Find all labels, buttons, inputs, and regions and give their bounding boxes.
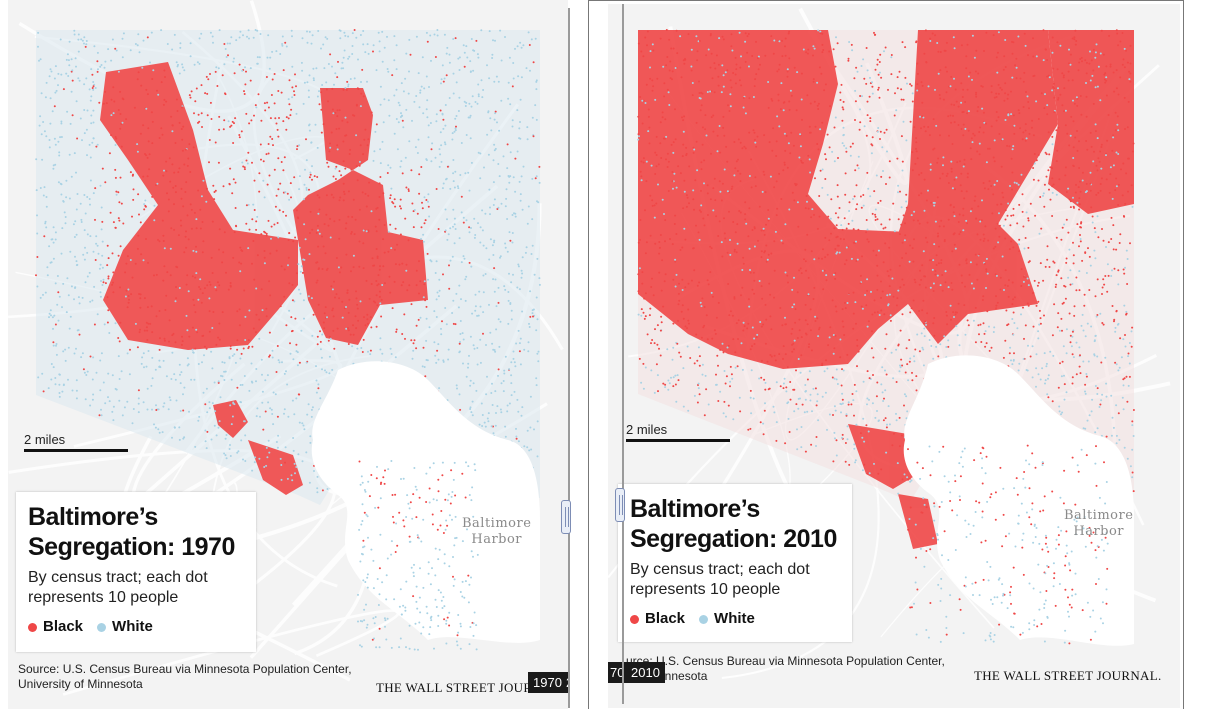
harbor-label: Baltimore Harbor [1064,508,1134,539]
map-subtitle: By census tract; each dot represents 10 … [630,561,810,598]
frame-border [588,0,589,709]
legend-box: Baltimore’s Segregation: 1970 By census … [16,492,256,652]
publisher-credit: THE WALL STREET JOURNAL. [974,668,1162,683]
year-tab-2010[interactable]: 20 [564,672,568,693]
blue-dot-icon [97,622,107,632]
map-canvas-2010 [608,4,1180,708]
harbor-label: Baltimore Harbor [462,516,532,547]
legend-black: Black [28,618,83,635]
source-note: urce: U.S. Census Bureau via Minnesota P… [626,654,945,683]
map-subtitle: By census tract; each dot represents 10 … [28,569,208,606]
scale-bar: 2 miles [24,432,128,452]
legend-white: White [699,610,755,627]
map-panel-2010: 2 miles Baltimore Harbor Baltimore’s Seg… [608,4,1180,708]
map-canvas-1970 [8,0,568,709]
harbor-water [903,355,1134,646]
legend-white: White [97,618,153,635]
year-tab-2010[interactable]: 2010 [626,662,665,683]
scale-bar: 2 miles [626,422,730,442]
legend-keys: Black White [630,610,842,627]
comparison-divider[interactable] [622,4,624,704]
slider-handle[interactable] [615,488,625,522]
legend-black: Black [630,610,685,627]
red-dot-icon [28,622,37,632]
scale-label: 2 miles [24,432,66,447]
source-note: Source: U.S. Census Bureau via Minnesota… [18,662,352,691]
red-dot-icon [630,614,639,624]
publisher-credit: THE WALL STREET JOUR [376,680,533,695]
year-tab-1970[interactable]: 70 [608,662,627,683]
slider-handle[interactable] [561,500,571,534]
map-panel-1970: 2 miles Baltimore Harbor Baltimore’s Seg… [8,0,568,709]
year-tab-1970[interactable]: 1970 [528,672,567,693]
map-title: Baltimore’s Segregation: 1970 [28,503,235,561]
map-title: Baltimore’s Segregation: 2010 [630,495,837,553]
frame-border [1183,0,1184,709]
scale-label: 2 miles [626,422,668,437]
legend-box: Baltimore’s Segregation: 2010 By census … [618,484,852,642]
frame-border [588,0,1184,1]
comparison-divider[interactable] [568,8,570,708]
legend-keys: Black White [28,618,246,635]
blue-dot-icon [699,614,709,624]
